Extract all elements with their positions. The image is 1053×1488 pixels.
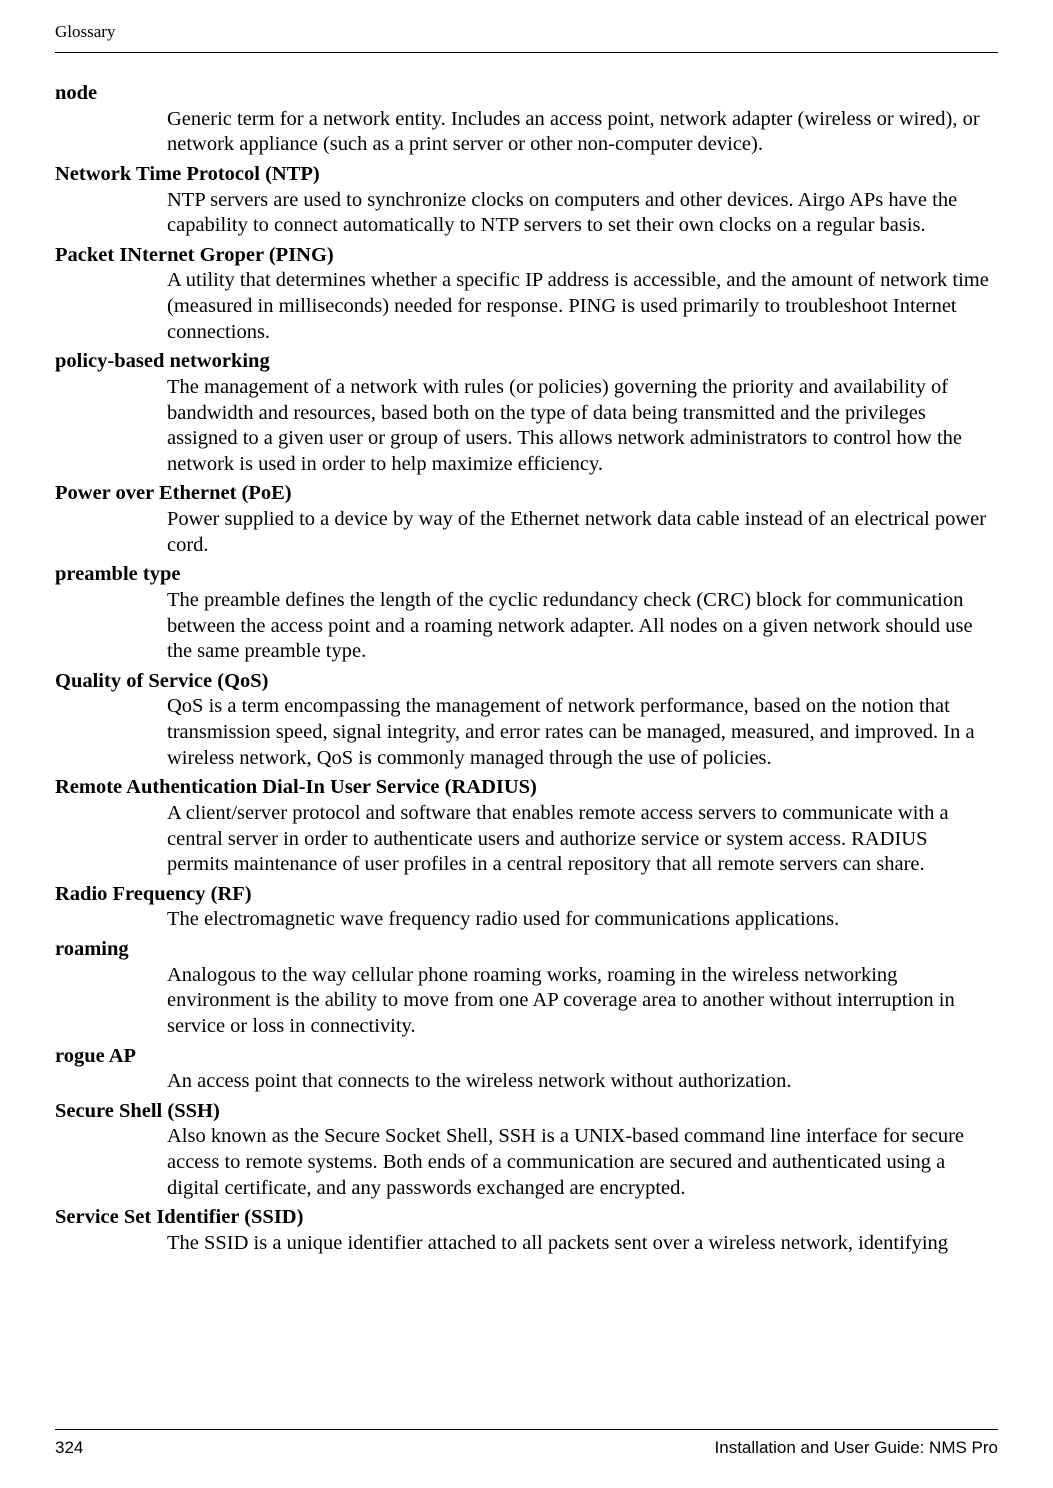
glossary-term: roaming [55,937,998,963]
header-title: Glossary [55,22,115,41]
page-footer: 324 Installation and User Guide: NMS Pro [55,1429,998,1458]
glossary-entry: preamble type The preamble defines the l… [55,562,998,665]
glossary-definition: The management of a network with rules (… [167,375,993,478]
glossary-entry: Service Set Identifier (SSID) The SSID i… [55,1205,998,1256]
glossary-term: Network Time Protocol (NTP) [55,162,998,188]
glossary-definition: The electromagnetic wave frequency radio… [167,907,993,933]
glossary-definition: An access point that connects to the wir… [167,1069,993,1095]
glossary-definition: QoS is a term encompassing the managemen… [167,694,993,771]
glossary-entry: policy-based networking The management o… [55,349,998,477]
glossary-entry: Remote Authentication Dial-In User Servi… [55,775,998,878]
glossary-term: Remote Authentication Dial-In User Servi… [55,775,998,801]
glossary-definition: NTP servers are used to synchronize cloc… [167,188,993,239]
glossary-entry: Network Time Protocol (NTP) NTP servers … [55,162,998,239]
glossary-definition: Generic term for a network entity. Inclu… [167,107,993,158]
glossary-term: Secure Shell (SSH) [55,1099,998,1125]
glossary-term: Radio Frequency (RF) [55,882,998,908]
glossary-entry: Packet INternet Groper (PING) A utility … [55,243,998,346]
glossary-term: Power over Ethernet (PoE) [55,481,998,507]
glossary-term: preamble type [55,562,998,588]
doc-title: Installation and User Guide: NMS Pro [715,1438,998,1458]
glossary-definition: Also known as the Secure Socket Shell, S… [167,1124,993,1201]
glossary-entry: node Generic term for a network entity. … [55,81,998,158]
glossary-definition: The preamble defines the length of the c… [167,588,993,665]
glossary-term: rogue AP [55,1044,998,1070]
glossary-entry: rogue AP An access point that connects t… [55,1044,998,1095]
page-container: Glossary node Generic term for a network… [0,0,1053,1257]
glossary-entry: Secure Shell (SSH) Also known as the Sec… [55,1099,998,1202]
glossary-definition: The SSID is a unique identifier attached… [167,1231,993,1257]
glossary-entry: roaming Analogous to the way cellular ph… [55,937,998,1040]
glossary-definition: A client/server protocol and software th… [167,801,993,878]
glossary-entry: Power over Ethernet (PoE) Power supplied… [55,481,998,558]
page-number: 324 [55,1438,83,1458]
page-header: Glossary [55,22,998,53]
glossary-definition: Analogous to the way cellular phone roam… [167,963,993,1040]
glossary-term: Service Set Identifier (SSID) [55,1205,998,1231]
glossary-body: node Generic term for a network entity. … [55,81,998,1257]
glossary-entry: Radio Frequency (RF) The electromagnetic… [55,882,998,933]
glossary-entry: Quality of Service (QoS) QoS is a term e… [55,669,998,772]
glossary-term: policy-based networking [55,349,998,375]
glossary-term: Quality of Service (QoS) [55,669,998,695]
glossary-term: Packet INternet Groper (PING) [55,243,998,269]
glossary-definition: A utility that determines whether a spec… [167,268,993,345]
glossary-definition: Power supplied to a device by way of the… [167,507,993,558]
glossary-term: node [55,81,998,107]
